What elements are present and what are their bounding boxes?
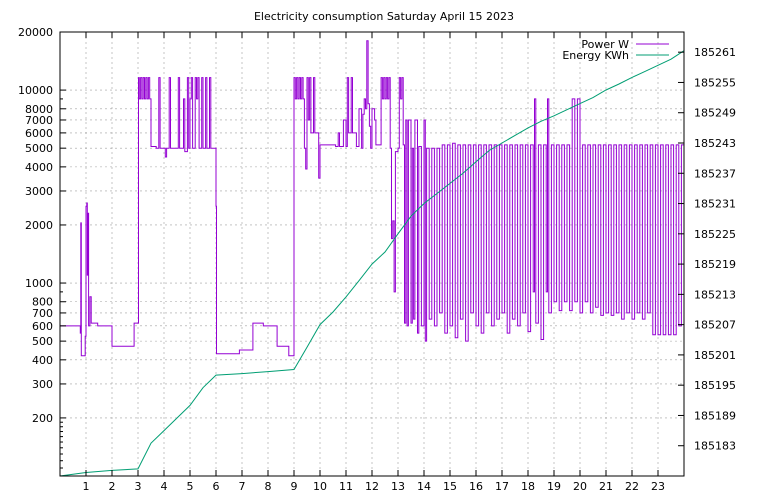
series-layer — [59, 40, 685, 477]
y-tick-label: 500 — [32, 335, 53, 348]
y-tick-label: 2000 — [25, 219, 53, 232]
y-tick-label: 800 — [32, 296, 53, 309]
y2-tick-label: 185213 — [694, 288, 736, 301]
series-power-line — [60, 40, 684, 357]
x-tick-label: 22 — [625, 480, 639, 493]
x-tick-label: 7 — [239, 480, 246, 493]
tick-layer: 1 2 3 4 5 6 7 8 9 10 11 12 13 14 15 16 17 18 19 20 21 22 23200… — [18, 26, 736, 493]
x-tick-label: 18 — [521, 480, 535, 493]
y-tick-label: 4000 — [25, 161, 53, 174]
y2-tick-label: 185237 — [694, 167, 736, 180]
x-tick-label: 10 — [313, 480, 327, 493]
x-tick-label: 14 — [417, 480, 431, 493]
y2-tick-label: 185249 — [694, 107, 736, 120]
y-tick-label: 700 — [32, 307, 53, 320]
x-tick-label: 16 — [469, 480, 483, 493]
y2-tick-label: 185207 — [694, 319, 736, 332]
series-energy-line — [59, 50, 685, 477]
y2-tick-label: 185243 — [694, 137, 736, 150]
y2-tick-label: 185261 — [694, 46, 736, 59]
y2-tick-label: 185183 — [694, 440, 736, 453]
x-tick-label: 20 — [573, 480, 587, 493]
y-tick-label: 300 — [32, 378, 53, 391]
x-tick-label: 12 — [365, 480, 379, 493]
y-tick-label: 5000 — [25, 142, 53, 155]
y-tick-label: 10000 — [18, 84, 53, 97]
y2-tick-label: 185231 — [694, 198, 736, 211]
y-tick-label: 7000 — [25, 114, 53, 127]
chart-title: Electricity consumption Saturday April 1… — [254, 10, 514, 23]
legend-label-energy: Energy KWh — [562, 49, 629, 62]
y-tick-label: 400 — [32, 354, 53, 367]
x-tick-label: 5 — [187, 480, 194, 493]
y-tick-label: 200 — [32, 412, 53, 425]
x-tick-label: 4 — [161, 480, 168, 493]
y2-tick-label: 185189 — [694, 409, 736, 422]
legend: Power W Energy KWh — [562, 38, 669, 62]
x-tick-label: 21 — [599, 480, 613, 493]
x-tick-label: 9 — [291, 480, 298, 493]
x-tick-label: 8 — [265, 480, 272, 493]
x-tick-label: 6 — [213, 480, 220, 493]
y2-tick-label: 185255 — [694, 76, 736, 89]
x-tick-label: 11 — [339, 480, 353, 493]
x-tick-label: 3 — [135, 480, 142, 493]
y2-tick-label: 185195 — [694, 379, 736, 392]
y2-tick-label: 185219 — [694, 258, 736, 271]
y-tick-label: 8000 — [25, 103, 53, 116]
x-tick-label: 23 — [651, 480, 665, 493]
y-tick-label: 600 — [32, 320, 53, 333]
x-tick-label: 15 — [443, 480, 457, 493]
y-tick-label: 20000 — [18, 26, 53, 39]
y2-tick-label: 185201 — [694, 349, 736, 362]
x-tick-label: 13 — [391, 480, 405, 493]
legend-label-power: Power W — [581, 38, 629, 51]
y2-tick-label: 185225 — [694, 228, 736, 241]
x-tick-label: 2 — [109, 480, 116, 493]
y-tick-label: 3000 — [25, 185, 53, 198]
y-tick-label: 1000 — [25, 277, 53, 290]
x-tick-label: 1 — [83, 480, 90, 493]
x-tick-label: 17 — [495, 480, 509, 493]
y-tick-label: 6000 — [25, 127, 53, 140]
x-tick-label: 19 — [547, 480, 561, 493]
